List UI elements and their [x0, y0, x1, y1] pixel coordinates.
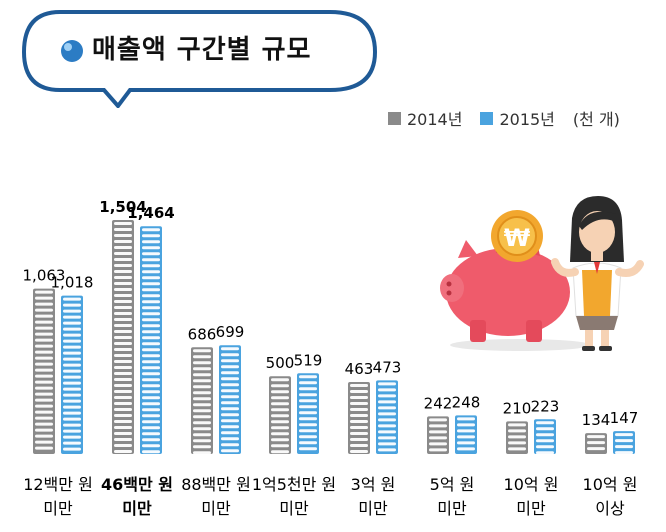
value-label-2015년-7: 147 [610, 409, 639, 427]
title-bubble [21, 10, 378, 108]
legend-label-2014: 2014년 [407, 110, 463, 129]
woman-figure-icon [551, 196, 644, 351]
value-label-2015년-3: 519 [294, 351, 323, 369]
bar-2015년-1 [140, 226, 162, 454]
value-label-2014년-0: 1,063 [23, 267, 66, 285]
category-label-0-line-1: 미만 [43, 499, 73, 518]
bar-2014년-0 [33, 288, 55, 454]
coin-symbol: ₩ [504, 224, 531, 252]
value-label-2014년-4: 463 [345, 360, 374, 378]
value-label-2014년-7: 134 [582, 411, 611, 429]
value-label-2014년-3: 500 [266, 354, 295, 372]
value-label-2015년-2: 699 [216, 323, 245, 341]
bar-2015년-6 [534, 419, 556, 455]
category-label-6-line-1: 미만 [516, 499, 546, 518]
bar-2014년-5 [427, 416, 449, 454]
bar-2014년-6 [506, 421, 528, 454]
category-label-5-line-0: 5억 원 [430, 475, 475, 494]
category-label-4-line-0: 3억 원 [351, 475, 396, 494]
unit-label: (천 개) [572, 110, 620, 129]
legend: 2014년 2015년 (천 개) [388, 106, 620, 130]
legend-label-2015: 2015년 [499, 110, 555, 129]
category-label-5-line-1: 미만 [437, 499, 467, 518]
value-label-2015년-4: 473 [373, 358, 402, 376]
bar-2015년-2 [219, 345, 241, 454]
bar-2014년-3 [269, 376, 291, 454]
category-label-4-line-1: 미만 [358, 499, 388, 518]
legend-item-2015: 2015년 [480, 106, 555, 130]
value-label-2015년-5: 248 [452, 393, 481, 411]
category-label-3-line-0: 1억5천만 원 [252, 475, 336, 494]
piggy-bank-illustration: ₩ [440, 196, 644, 351]
coin-icon: ₩ [491, 210, 543, 262]
bar-2015년-5 [455, 415, 477, 454]
category-label-7-line-1: 이상 [595, 499, 625, 518]
bar-2015년-7 [613, 431, 635, 455]
legend-item-2014: 2014년 [388, 106, 462, 130]
value-label-2014년-5: 242 [424, 394, 453, 412]
chart-title: 매출액 구간별 규모 [92, 35, 312, 65]
bar-2014년-7 [585, 433, 607, 454]
legend-swatch-2014 [388, 111, 401, 125]
category-label-2-line-1: 미만 [201, 499, 231, 518]
category-label-7-line-0: 10억 원 [583, 475, 638, 494]
bars-layer [33, 220, 635, 455]
value-label-2015년-0: 1,018 [51, 274, 94, 292]
value-label-2014년-2: 686 [188, 325, 217, 343]
bar-2015년-4 [376, 380, 398, 454]
bar-2014년-2 [191, 347, 213, 455]
bar-2015년-0 [61, 295, 83, 454]
value-label-2014년-6: 210 [503, 399, 532, 417]
bar-2014년-1 [112, 220, 134, 454]
value-label-2014년-1: 1,504 [99, 198, 146, 216]
category-label-2-line-0: 88백만 원 [181, 475, 251, 494]
bar-2014년-4 [348, 381, 370, 454]
bar-2015년-3 [297, 373, 319, 454]
legend-swatch-2015 [480, 111, 494, 125]
category-label-1-line-0: 46백만 원 [101, 475, 173, 494]
category-label-6-line-0: 10억 원 [504, 475, 559, 494]
category-label-1-line-1: 미만 [122, 499, 152, 518]
category-label-0-line-0: 12백만 원 [23, 475, 93, 494]
value-label-2015년-1: 1,464 [127, 204, 174, 222]
category-label-3-line-1: 미만 [279, 499, 309, 518]
value-label-2015년-6: 223 [531, 397, 560, 415]
